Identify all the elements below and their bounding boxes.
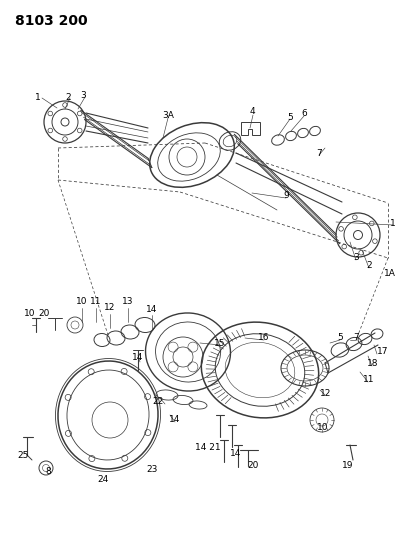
Text: 25: 25 (17, 450, 29, 459)
Text: 14: 14 (230, 448, 242, 457)
Text: 19: 19 (342, 462, 354, 471)
Text: 4: 4 (249, 108, 255, 117)
Text: 3: 3 (353, 254, 359, 262)
Text: 12: 12 (104, 303, 115, 312)
Text: 8: 8 (45, 467, 51, 477)
Text: 1: 1 (35, 93, 41, 101)
Text: 16: 16 (258, 334, 270, 343)
Text: 23: 23 (146, 465, 158, 474)
Text: 14: 14 (169, 416, 181, 424)
Text: 5: 5 (337, 334, 343, 343)
Text: 2: 2 (366, 262, 372, 271)
Text: 3A: 3A (162, 110, 174, 119)
Text: 11: 11 (90, 297, 102, 306)
Text: 24: 24 (97, 474, 109, 483)
Text: 18: 18 (367, 359, 379, 368)
Text: 14 21: 14 21 (195, 442, 221, 451)
Text: 1: 1 (390, 220, 396, 229)
Text: 15: 15 (214, 338, 226, 348)
Text: 10: 10 (24, 309, 36, 318)
Text: 7: 7 (353, 334, 359, 343)
Text: 10: 10 (317, 423, 329, 432)
Text: 20: 20 (247, 462, 259, 471)
Text: 11: 11 (363, 376, 375, 384)
Text: 2: 2 (65, 93, 71, 101)
Text: 10: 10 (76, 297, 88, 306)
Text: 1A: 1A (384, 270, 396, 279)
Text: 17: 17 (377, 348, 389, 357)
Text: 7: 7 (316, 149, 322, 157)
Text: 14: 14 (146, 305, 158, 314)
Text: 8103 200: 8103 200 (15, 14, 88, 28)
Text: 20: 20 (38, 309, 50, 318)
Text: 5: 5 (287, 112, 293, 122)
Text: 9: 9 (283, 190, 289, 199)
Text: 13: 13 (122, 297, 134, 306)
Text: 6: 6 (301, 109, 307, 118)
Text: 22: 22 (152, 398, 164, 407)
Text: 12: 12 (320, 389, 332, 398)
Text: 14: 14 (132, 353, 144, 362)
Text: 3: 3 (80, 92, 86, 101)
